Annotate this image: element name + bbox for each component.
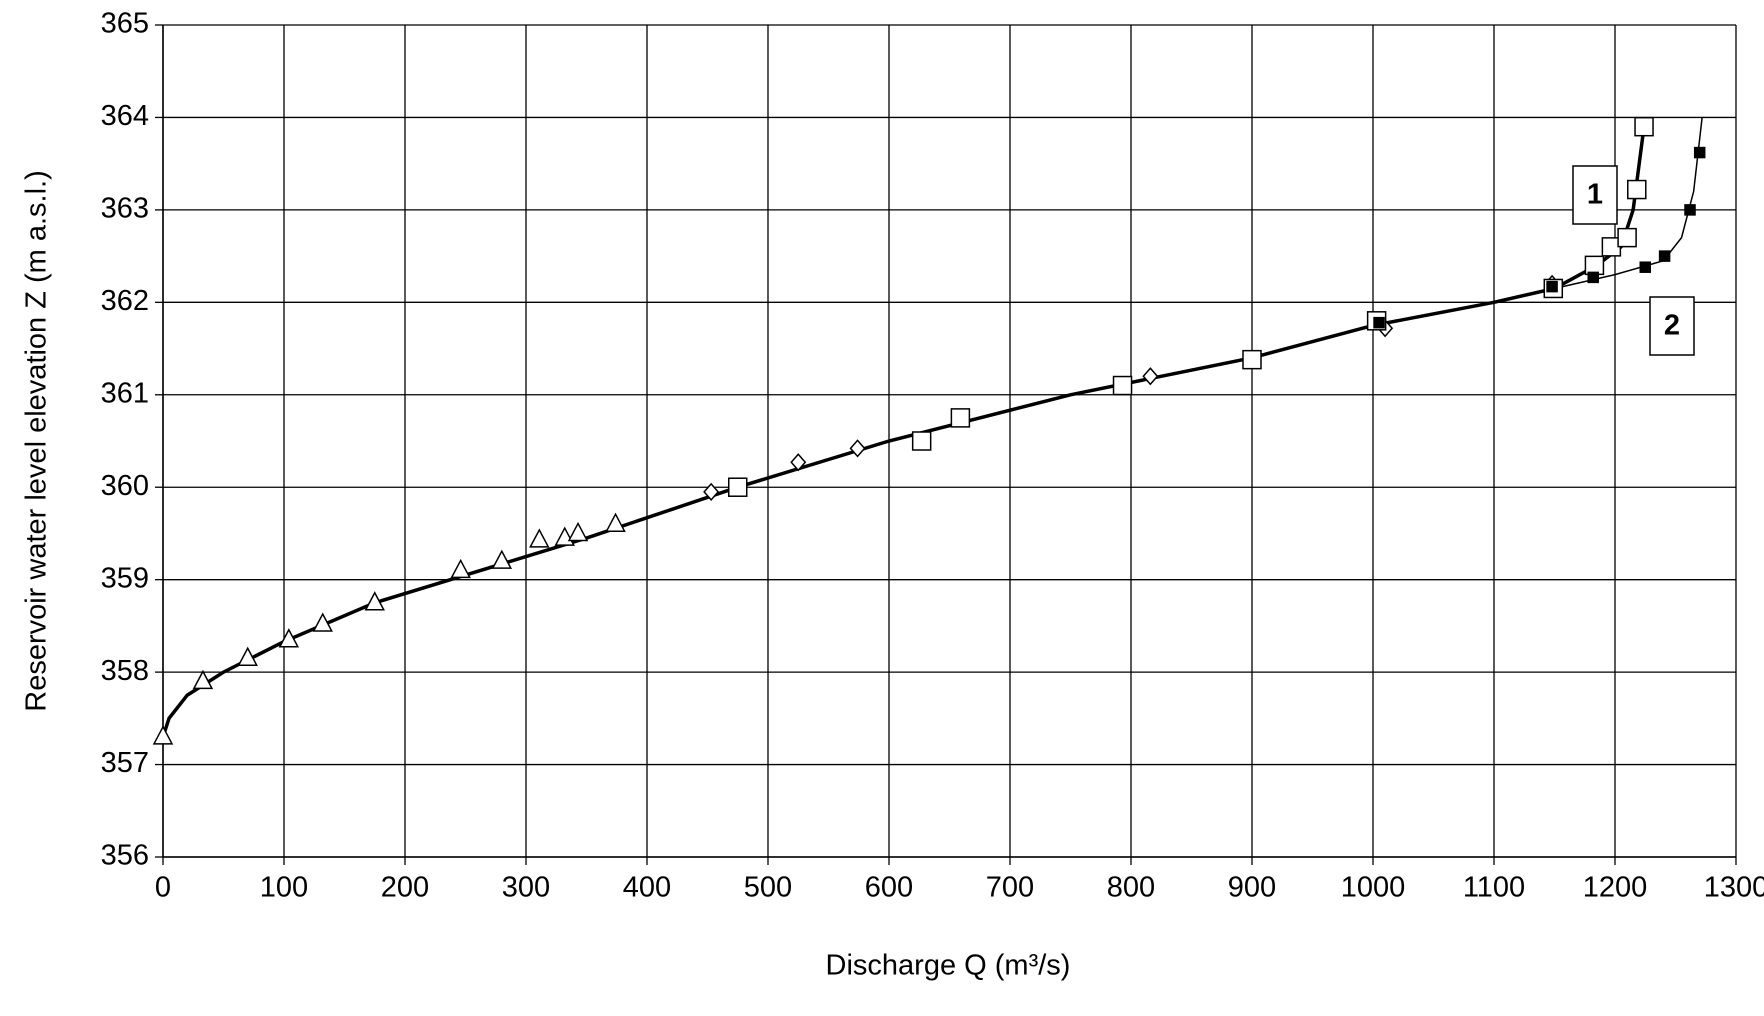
x-tick-label: 800 [1107, 872, 1155, 904]
x-tick-label: 1300 [1704, 872, 1764, 904]
triangle-marker [491, 549, 513, 569]
y-tick-label: 357 [101, 747, 149, 779]
x-tick-label: 1100 [1463, 872, 1525, 904]
annotation-box [1649, 296, 1695, 356]
triangle-marker [192, 669, 214, 690]
triangle-marker [152, 725, 174, 745]
annotation: 1 [1587, 179, 1603, 211]
square-marker [1634, 116, 1654, 137]
y-tick-label: 359 [101, 562, 149, 594]
diamond-marker [703, 482, 720, 501]
x-tick-label: 300 [502, 872, 550, 904]
y-tick-label: 363 [101, 193, 149, 225]
x-tick-label: 600 [865, 872, 913, 904]
square-marker [1627, 179, 1647, 200]
x-tick-label: 200 [381, 872, 429, 904]
triangle-marker [605, 512, 626, 532]
triangle-marker [237, 646, 258, 666]
filled-square-marker [1546, 280, 1558, 293]
filled-square-marker [1639, 261, 1651, 273]
triangle-marker [450, 558, 471, 579]
triangle-marker [278, 628, 300, 648]
triangle-marker [312, 612, 333, 632]
annotation: 2 [1664, 310, 1680, 342]
y-tick-label: 358 [101, 655, 149, 687]
square-marker [1112, 375, 1133, 396]
triangle-marker [364, 591, 385, 611]
square-marker [1617, 227, 1637, 248]
y-tick-label: 364 [101, 100, 149, 132]
triangle-marker [529, 528, 550, 548]
y-axis-label: Reservoir water level elevation Z (m a.s… [21, 170, 53, 712]
filled-square-marker [1373, 316, 1385, 329]
x-axis-label: Discharge Q (m³/s) [826, 950, 1071, 982]
x-tick-label: 900 [1228, 872, 1276, 904]
x-tick-label: 1000 [1341, 872, 1406, 904]
x-tick-label: 500 [744, 872, 792, 904]
triangle-marker [567, 521, 589, 542]
y-tick-label: 356 [101, 840, 149, 872]
x-tick-label: 700 [986, 872, 1034, 904]
filled-square-marker [1684, 204, 1696, 216]
y-tick-label: 361 [101, 377, 149, 409]
y-tick-label: 362 [101, 285, 149, 317]
diamond-marker [790, 453, 807, 472]
diamond-marker [849, 439, 866, 458]
square-marker [1242, 349, 1262, 370]
filled-square-marker [1693, 146, 1706, 159]
diamond-marker [1142, 367, 1159, 386]
filled-square-marker [1658, 250, 1671, 262]
square-marker [950, 408, 971, 428]
y-tick-label: 360 [101, 470, 149, 502]
x-tick-label: 0 [155, 872, 171, 904]
filled-square-marker [1587, 271, 1599, 284]
square-marker [911, 431, 932, 451]
y-tick-label: 365 [101, 8, 149, 40]
square-marker [728, 477, 748, 497]
annotation-box [1572, 165, 1618, 225]
x-tick-label: 100 [260, 872, 308, 904]
x-tick-label: 400 [623, 872, 671, 904]
x-tick-label: 1200 [1583, 872, 1648, 904]
